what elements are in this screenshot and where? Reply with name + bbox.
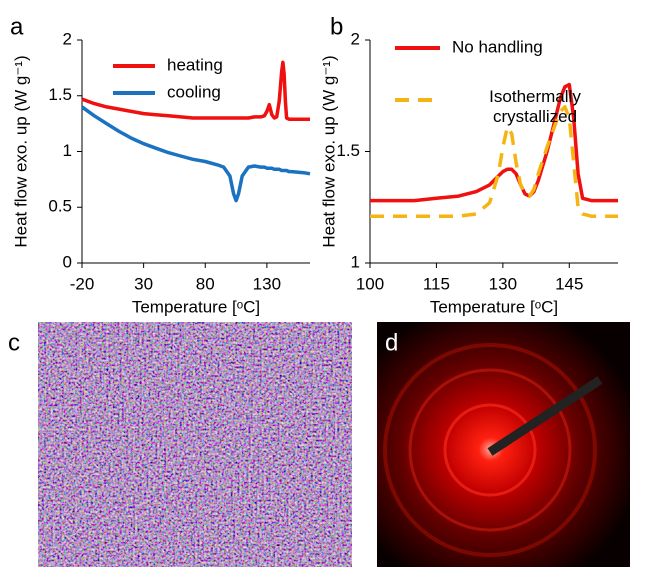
y-tick-label: 1 [351,252,360,271]
panel-label: a [10,13,24,40]
panel-label: c [8,329,20,356]
legend-label: No handling [452,37,543,56]
x-tick-label: 130 [253,274,281,293]
panel-label: d [385,329,398,356]
x-axis-label: Temperature [ᵒC] [132,297,260,316]
page: c d a 0 0.5 1 1.5 2 -20 30 80 130 Temperature [ᵒC]… [0,0,648,567]
x-tick-label: 80 [196,274,215,293]
x-tick-label: 100 [356,274,384,293]
legend-label: heating [167,55,223,74]
y-tick-label: 1.5 [48,85,72,104]
y-tick-label: 1 [63,141,72,160]
line-series [82,107,310,201]
x-tick-label: 115 [423,274,450,293]
panel-label: b [330,13,343,40]
y-tick-label: 2 [351,29,360,48]
y-tick-label: 1.5 [336,141,360,160]
y-tick-label: 0 [63,252,72,271]
micrograph [38,322,352,567]
y-tick-label: 0.5 [48,197,72,216]
y-axis-label: Heat flow exo. up (W g⁻¹) [319,55,338,247]
legend-label: Isothermally crystallized [460,87,610,127]
x-axis-label: Temperature [ᵒC] [430,297,558,316]
x-tick-label: 145 [555,274,583,293]
x-tick-label: 30 [134,274,153,293]
legend-label: cooling [167,82,221,101]
y-axis-label: Heat flow exo. up (W g⁻¹) [11,55,30,247]
y-tick-label: 2 [63,29,72,48]
figure: c d a 0 0.5 1 1.5 2 -20 30 80 130 Temperature [ᵒC]… [0,0,648,567]
x-tick-label: 130 [489,274,517,293]
diffraction-image [377,322,630,567]
x-tick-label: -20 [70,274,95,293]
